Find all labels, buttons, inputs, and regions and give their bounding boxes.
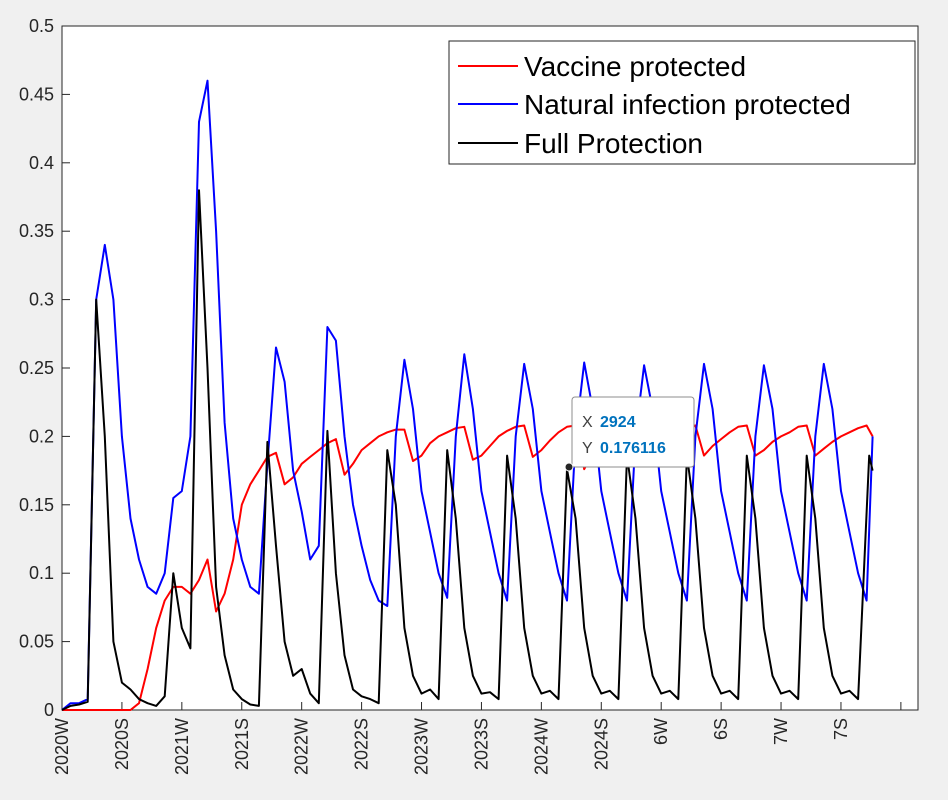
y-tick-label: 0.4 <box>29 153 54 173</box>
x-tick-label: 2020W <box>52 718 72 775</box>
y-tick-label: 0.3 <box>29 290 54 310</box>
legend-label-full: Full Protection <box>524 128 703 159</box>
y-tick-label: 0.45 <box>19 84 54 104</box>
x-tick-label: 6S <box>711 718 731 740</box>
datatip-box <box>571 396 695 468</box>
y-tick-label: 0.35 <box>19 221 54 241</box>
x-tick-label: 2022W <box>292 718 312 775</box>
y-tick-label: 0.5 <box>29 16 54 36</box>
x-axis: 2020W 2020S 2021W 2021S 2022W 2022S 2023W 2023S… <box>52 702 902 775</box>
y-tick-label: 0.25 <box>19 358 54 378</box>
datatip[interactable]: X 2924 Y 0.176116 <box>564 396 695 472</box>
datatip-y-value: 0.176116 <box>600 440 666 457</box>
x-tick-label: 2021W <box>172 718 192 775</box>
x-tick-label: 2024W <box>531 718 551 775</box>
y-tick-label: 0.1 <box>29 563 54 583</box>
legend[interactable]: Vaccine protected Natural infection prot… <box>448 40 916 165</box>
y-tick-label: 0 <box>44 700 54 720</box>
datatip-x-label: X <box>582 414 593 431</box>
x-tick-label: 2024S <box>591 718 611 770</box>
y-tick-label: 0.15 <box>19 495 54 515</box>
natural-infection-protected-line <box>61 79 874 711</box>
legend-label-vaccine: Vaccine protected <box>524 51 746 82</box>
x-tick-label: 2023W <box>412 718 432 775</box>
y-tick-label: 0.05 <box>19 632 54 652</box>
legend-box <box>448 40 916 165</box>
x-tick-label: 2023S <box>471 718 491 770</box>
vaccine-protected-line <box>62 424 874 711</box>
x-tick-label: 2020S <box>112 718 132 770</box>
series-lines <box>61 79 874 711</box>
x-tick-label: 6W <box>651 718 671 745</box>
legend-label-natural: Natural infection protected <box>524 89 851 120</box>
y-axis: 0 0.05 0.1 0.15 0.2 0.25 0.3 0.35 0.4 0.45 0.5 <box>19 16 70 720</box>
x-tick-label: 7S <box>831 718 851 740</box>
y-tick-label: 0.2 <box>29 426 54 446</box>
x-tick-label: 2022S <box>352 718 372 770</box>
datatip-y-label: Y <box>582 440 593 457</box>
x-tick-label: 7W <box>771 718 791 745</box>
x-tick-label: 2021S <box>232 718 252 770</box>
datatip-x-value: 2924 <box>600 414 636 431</box>
full-protection-line <box>61 189 874 711</box>
datatip-marker <box>564 462 574 472</box>
